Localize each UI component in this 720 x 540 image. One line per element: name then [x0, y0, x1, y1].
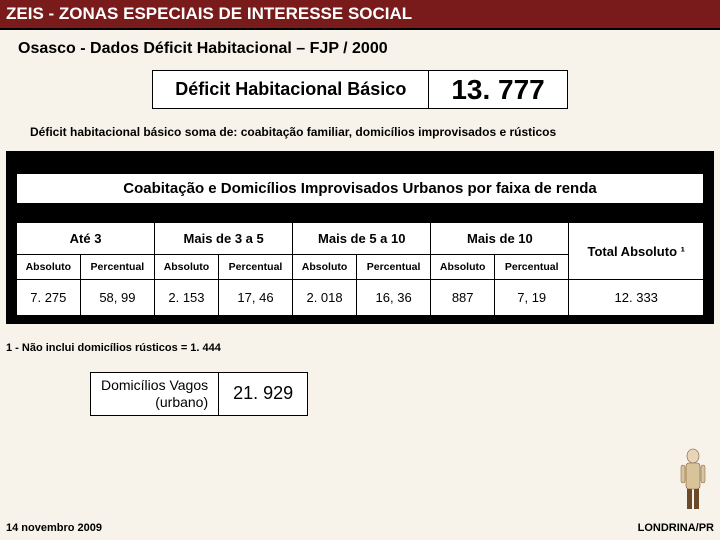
- val-pct-1: 17, 46: [218, 280, 292, 316]
- sub-pct-1: Percentual: [218, 255, 292, 280]
- income-table: Até 3 Mais de 3 a 5 Mais de 5 a 10 Mais …: [16, 222, 704, 316]
- val-total: 12. 333: [569, 280, 704, 316]
- footer: 14 novembro 2009 LONDRINA/PR: [6, 522, 714, 534]
- coab-title: Coabitação e Domicílios Improvisados Urb…: [16, 173, 704, 204]
- val-abs-1: 2. 153: [155, 280, 219, 316]
- vagos-row: Domicílios Vagos (urbano) 21. 929: [90, 372, 720, 416]
- deficit-row: Déficit Habitacional Básico 13. 777: [0, 70, 720, 109]
- sub-abs-0: Absoluto: [17, 255, 81, 280]
- deficit-note: Déficit habitacional básico soma de: coa…: [0, 119, 720, 145]
- footnote: 1 - Não inclui domicílios rústicos = 1. …: [0, 324, 720, 358]
- sub-pct-2: Percentual: [356, 255, 430, 280]
- sub-pct-0: Percentual: [80, 255, 154, 280]
- val-pct-2: 16, 36: [356, 280, 430, 316]
- title-text: ZEIS - ZONAS ESPECIAIS DE INTERESSE SOCI…: [6, 4, 412, 23]
- title-bar: ZEIS - ZONAS ESPECIAIS DE INTERESSE SOCI…: [0, 0, 720, 30]
- mascot-figure-icon: [676, 446, 710, 516]
- footer-location: LONDRINA/PR: [638, 522, 714, 534]
- col-group-3: Mais de 10: [431, 223, 569, 255]
- deficit-label: Déficit Habitacional Básico: [152, 70, 429, 109]
- sub-pct-3: Percentual: [495, 255, 569, 280]
- sub-abs-2: Absoluto: [293, 255, 357, 280]
- col-group-0: Até 3: [17, 223, 155, 255]
- val-pct-0: 58, 99: [80, 280, 154, 316]
- col-total-label: Total Absoluto ¹: [569, 223, 704, 280]
- section-black-box: Coabitação e Domicílios Improvisados Urb…: [6, 151, 714, 324]
- val-abs-2: 2. 018: [293, 280, 357, 316]
- val-abs-0: 7. 275: [17, 280, 81, 316]
- subtitle: Osasco - Dados Déficit Habitacional – FJ…: [0, 30, 720, 66]
- val-abs-3: 887: [431, 280, 495, 316]
- sub-abs-3: Absoluto: [431, 255, 495, 280]
- vagos-label-line2: (urbano): [155, 394, 208, 410]
- sub-abs-1: Absoluto: [155, 255, 219, 280]
- vagos-label: Domicílios Vagos (urbano): [90, 372, 219, 416]
- vagos-value: 21. 929: [219, 372, 308, 416]
- val-pct-3: 7, 19: [495, 280, 569, 316]
- footer-date: 14 novembro 2009: [6, 522, 102, 534]
- vagos-label-line1: Domicílios Vagos: [101, 377, 208, 393]
- deficit-value: 13. 777: [429, 70, 567, 109]
- col-group-1: Mais de 3 a 5: [155, 223, 293, 255]
- col-group-2: Mais de 5 a 10: [293, 223, 431, 255]
